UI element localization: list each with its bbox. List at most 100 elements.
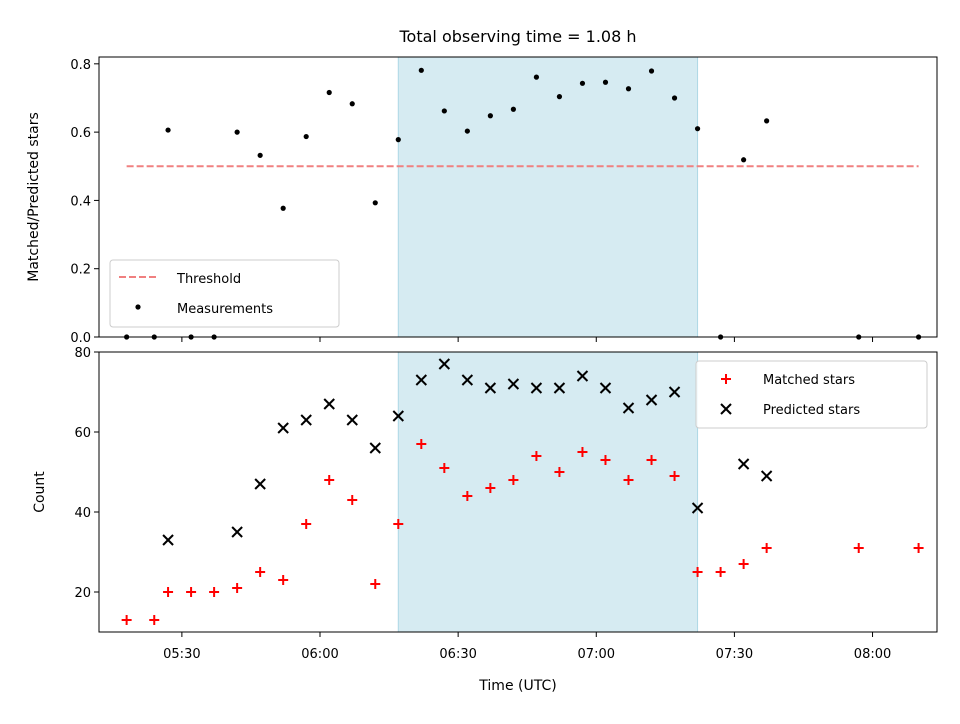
predicted-star-point [553,382,566,394]
measurement-point [764,118,770,124]
measurement-point [671,95,678,101]
predicted-star-point [392,410,404,422]
ratio-legend-box [109,259,340,328]
count-points [121,358,924,625]
predicted-star-point [530,382,543,394]
count-legend-box [695,360,928,429]
matched-star-point [508,475,519,485]
measurement-point [625,86,632,92]
count-y-tick-label: 40 [74,506,91,521]
measurement-point [349,101,355,107]
measurement-point [418,67,424,73]
matched-star-point [347,495,358,505]
measurement-point [487,113,493,119]
predicted-star-point [691,502,704,514]
predicted-star-point [599,382,612,394]
measurement-point [648,68,655,74]
count-y-tick-label: 80 [74,346,91,361]
time-x-tick-label: 08:00 [854,647,891,662]
measurement-point [326,89,332,96]
measurement-point [395,137,401,143]
matched-star-point [531,451,542,461]
measurement-point [694,126,701,132]
matched-star-point [121,615,132,625]
measurement-point [257,152,263,158]
matched-star-point [301,519,312,529]
ratio-y-tick-label: 0.6 [70,126,91,141]
legend-predicted-label: Predicted stars [763,403,860,418]
matched-star-point [255,567,266,577]
legend-predicted-swatch [720,403,732,415]
ratio-y-tick-label: 0.2 [70,263,91,278]
ratio-plot-frame [98,56,938,338]
matched-star-point [761,543,772,553]
matched-star-point [485,483,496,493]
matched-star-point [324,475,335,485]
time-x-ticks: 05:30 06:00 06:30 07:00 07:30 08:00 [163,632,891,662]
predicted-star-point [461,374,474,386]
matched-star-point [738,559,749,569]
matched-star-point [393,519,404,529]
chart-title: Total observing time = 1.08 h [398,27,636,46]
observing-window-highlight [397,351,699,633]
ratio-panel: 0.0 0.2 0.4 0.6 0.8 Total observing time = 1… [26,27,938,346]
predicted-star-point [300,414,312,426]
observing-window-highlight [397,56,699,338]
predicted-star-point [323,398,335,410]
matched-star-point [692,567,703,577]
matched-star-point [416,439,427,449]
matched-star-point [646,455,657,465]
ratio-x-ticks [181,337,874,342]
measurement-point [464,128,470,134]
measurement-point [602,79,609,85]
measurement-point [441,108,447,114]
measurement-points [124,67,922,340]
predicted-star-point [415,374,428,386]
legend-matched-swatch [721,374,731,384]
legend-measurement-label: Measurements [177,302,273,317]
matched-star-point [715,567,726,577]
predicted-star-point [162,534,174,546]
measurement-point [510,106,516,112]
legend-threshold-label: Threshold [176,272,241,287]
matched-star-point [278,575,289,585]
measurement-point [234,129,240,135]
predicted-star-point [576,370,589,382]
count-y-tick-label: 20 [74,586,91,601]
ratio-legend: Threshold Measurements [109,259,340,328]
predicted-star-point [254,478,266,490]
count-plot-frame [98,351,938,633]
count-y-ticks: 20 40 60 80 [74,346,99,601]
predicted-star-point [760,470,773,482]
predicted-star-point [277,422,289,434]
matched-star-point [462,491,473,501]
matched-star-point [209,587,220,597]
measurement-point [303,133,309,140]
matched-star-point [600,455,611,465]
matched-star-point [853,543,864,553]
count-y-tick-label: 60 [74,426,91,441]
matched-star-point [163,587,174,597]
predicted-star-point [369,442,381,454]
predicted-star-point [438,358,451,370]
predicted-star-point [346,414,358,426]
measurement-point [165,127,171,133]
matched-star-point [370,579,381,589]
measurement-point [280,205,286,211]
matched-star-point [577,447,588,457]
matched-star-point [913,543,924,553]
measurement-point [741,157,747,163]
predicted-star-point [507,378,520,390]
matched-star-point [149,615,160,625]
predicted-star-point [622,402,635,414]
predicted-star-point [737,458,750,470]
legend-matched-label: Matched stars [763,373,855,388]
ratio-y-tick-label: 0.8 [70,58,91,73]
matched-star-point [623,475,634,485]
predicted-star-point [484,382,497,394]
predicted-star-point [645,394,658,406]
matched-star-point [669,471,680,481]
measurement-point [372,200,378,206]
